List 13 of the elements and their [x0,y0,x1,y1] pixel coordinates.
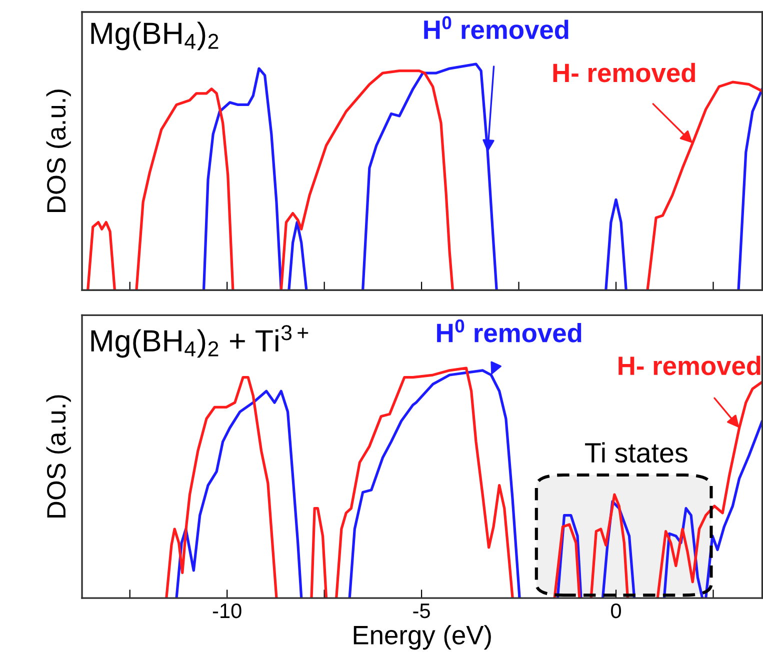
annotation: H$^{0}$ removed [424,16,568,40]
chart-title: Mg(BH$_{4}$)$_{2}$ [91,22,218,50]
x-axis-title: Energy (eV) [354,625,491,650]
annotation: H- removed [618,356,760,376]
x-tick-label: -5 [413,604,430,618]
x-tick-label: -10 [212,603,242,618]
y-axis-title: DOS (a.u.) [46,90,71,212]
y-axis-title: DOS (a.u.) [46,395,71,518]
chart-title: Mg(BH$_{4}$)$_{2}$ + Ti$^{3+}$ [91,325,308,358]
annotation: H$^{0}$ removed [437,319,582,342]
annotation: Ti states [585,442,688,463]
x-tick-label: 0 [611,603,621,618]
annotation: H- removed [553,62,696,82]
